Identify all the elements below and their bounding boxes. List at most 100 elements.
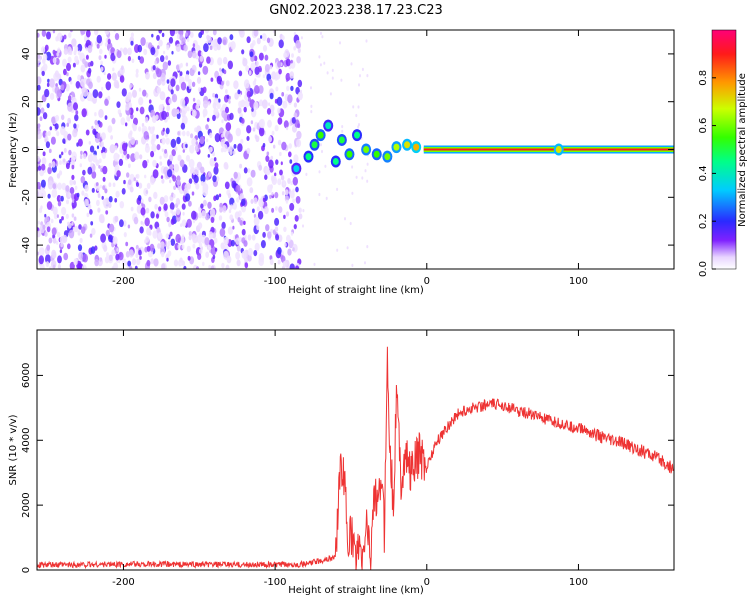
spectral-noise-cell	[69, 261, 75, 269]
spectral-noise-cell	[92, 89, 99, 99]
spectral-noise-cell	[44, 88, 50, 98]
colorbar: 0.0 0.2 0.4 0.6 0.8 Normalized spectral ampl…	[698, 29, 748, 277]
spectral-noise-cell	[127, 179, 132, 186]
spectral-noise-cell	[282, 180, 286, 186]
spectral-noise-cell	[339, 41, 341, 45]
spectral-noise-cell	[112, 236, 118, 245]
spectral-noise-cell	[108, 196, 113, 203]
spectral-noise-cell	[326, 71, 329, 75]
spectral-noise-cell	[132, 89, 137, 98]
spectral-noise-cell	[357, 125, 360, 129]
spectral-noise-cell	[65, 185, 70, 192]
spectral-noise-cell	[166, 105, 171, 112]
spectral-noise-cell	[176, 136, 181, 145]
spectral-noise-cell	[129, 130, 133, 136]
spectral-noise-cell	[283, 214, 286, 219]
spectral-noise-cell	[351, 165, 354, 169]
spectral-noise-cell	[102, 198, 107, 206]
spectral-noise-cell	[288, 151, 292, 158]
spectral-noise-cell	[289, 202, 295, 211]
spectral-noise-cell	[138, 97, 144, 106]
spectral-noise-cell	[50, 218, 54, 224]
spectral-noise-cell	[176, 33, 181, 40]
spectral-noise-cell	[210, 265, 215, 269]
spectral-noise-cell	[188, 235, 192, 241]
spectral-noise-cell	[264, 64, 270, 73]
spectral-noise-cell	[180, 81, 187, 91]
spectral-noise-cell	[267, 184, 273, 193]
spectral-noise-cell	[71, 38, 77, 47]
spectral-noise-cell	[274, 217, 280, 226]
spectral-noise-cell	[210, 246, 217, 256]
spectral-noise-cell	[189, 144, 195, 154]
spectral-noise-cell	[37, 251, 40, 256]
spectral-noise-cell	[181, 219, 187, 227]
spectral-noise-cell	[52, 237, 57, 244]
spectral-noise-cell	[37, 220, 41, 225]
spectral-noise-cell	[238, 100, 243, 109]
spectral-noise-cell	[210, 77, 214, 82]
spectral-noise-cell	[77, 74, 81, 81]
spectral-noise-cell	[172, 175, 177, 182]
spectral-noise-cell	[127, 56, 131, 62]
spectral-noise-cell	[165, 137, 170, 145]
spectral-noise-cell	[295, 196, 301, 204]
spectral-noise-cell	[297, 123, 301, 129]
spectral-noise-cell	[205, 251, 210, 258]
spectral-noise-cell	[179, 62, 183, 68]
spectral-noise-cell	[78, 224, 82, 230]
spectral-noise-cell	[104, 42, 108, 47]
spectral-noise-cell	[214, 247, 218, 252]
spectral-noise-cell	[191, 81, 196, 88]
spectral-noise-cell	[179, 159, 185, 168]
spectral-noise-cell	[233, 150, 236, 155]
spectral-noise-cell	[37, 181, 41, 190]
spectral-noise-cell	[130, 206, 134, 212]
spectral-noise-cell	[254, 78, 257, 82]
spectral-noise-cell	[273, 144, 276, 149]
spectral-noise-cell	[38, 247, 45, 257]
spectral-noise-cell	[222, 36, 228, 46]
spectral-noise-cell	[168, 222, 172, 228]
spectral-noise-cell	[175, 43, 181, 52]
spectral-noise-cell	[99, 184, 103, 189]
spectral-noise-cell	[74, 55, 79, 63]
spectral-noise-cell	[268, 159, 274, 169]
spectral-noise-cell	[287, 178, 291, 184]
spectral-noise-cell	[249, 51, 254, 58]
spectral-noise-cell	[123, 179, 126, 185]
spectral-noise-cell	[144, 144, 150, 153]
spectral-noise-cell	[92, 154, 98, 163]
spectral-noise-cell	[208, 146, 213, 153]
spectral-noise-cell	[180, 122, 186, 130]
spectral-noise-cell	[268, 79, 273, 87]
spectral-noise-cell	[243, 79, 250, 89]
spectral-noise-cell	[244, 262, 249, 269]
spectral-noise-cell	[194, 127, 198, 132]
spectral-noise-cell	[39, 263, 45, 269]
spectral-noise-cell	[271, 192, 274, 196]
spectral-noise-cell	[352, 105, 355, 109]
spectral-noise-cell	[293, 154, 299, 163]
spectral-noise-cell	[290, 231, 294, 236]
spectral-noise-cell	[69, 50, 73, 56]
spectral-noise-cell	[70, 80, 73, 85]
spectral-noise-cell	[262, 45, 268, 52]
spectral-noise-cell	[169, 231, 173, 237]
spectrogram-xlabel: Height of straight line (km)	[288, 285, 424, 296]
spectral-noise-cell	[85, 47, 88, 51]
spectral-noise-cell	[125, 241, 129, 247]
spectral-noise-cell	[166, 79, 170, 84]
spectral-noise-cell	[121, 154, 124, 159]
spectral-noise-cell	[229, 34, 234, 41]
spectral-noise-cell	[130, 40, 134, 46]
spectral-noise-cell	[222, 56, 228, 65]
spectral-noise-cell	[165, 55, 169, 60]
spectral-noise-cell	[239, 30, 243, 35]
colorbar-ticks: 0.0 0.2 0.4 0.6 0.8	[698, 70, 716, 277]
spectral-noise-cell	[286, 234, 291, 243]
spectral-noise-cell	[77, 262, 82, 269]
spectral-noise-cell	[177, 131, 181, 136]
spectral-noise-cell	[91, 228, 96, 236]
spectral-noise-cell	[214, 133, 221, 143]
